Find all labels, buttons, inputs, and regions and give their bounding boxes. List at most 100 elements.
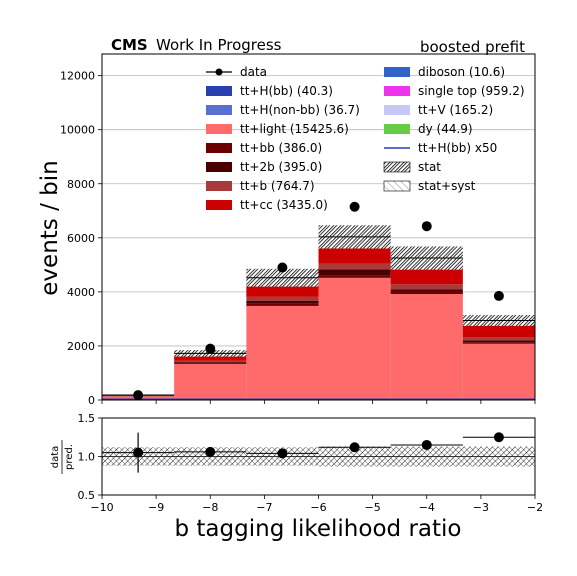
ratio-point <box>349 442 360 453</box>
legend-swatch <box>206 162 232 172</box>
x-tick-label: −9 <box>148 501 164 514</box>
stack-bar <box>462 325 535 338</box>
legend-label: tt+cc (3435.0) <box>240 198 328 212</box>
ratio-point <box>205 446 216 457</box>
legend-label: tt+H(bb) (40.3) <box>240 84 333 98</box>
stack-bar <box>462 342 535 344</box>
x-tick-label: −2 <box>527 501 543 514</box>
legend-swatch <box>384 86 410 96</box>
data-points <box>133 201 504 401</box>
experiment-label: CMS <box>111 36 148 54</box>
data-point <box>133 390 144 401</box>
data-point <box>421 221 432 232</box>
stack-bar <box>462 337 535 341</box>
y-tick-label: 12000 <box>60 70 95 83</box>
ratio-ylabel-bottom: pred. <box>64 444 75 470</box>
stack-bar <box>390 294 463 400</box>
ratio-point <box>133 447 144 458</box>
stack-bar <box>462 340 535 343</box>
stack-bar <box>246 285 319 297</box>
legend-label: tt+2b (395.0) <box>240 160 322 174</box>
legend-label: tt+H(bb) x50 <box>418 141 497 155</box>
ratio-y-ticks: 0.5 1.0 1.5 <box>78 412 102 502</box>
stack-bar <box>174 362 247 364</box>
legend-label: diboson (10.6) <box>418 65 505 79</box>
ratio-points <box>133 432 504 473</box>
stack-bar <box>318 277 391 400</box>
x-tick-label: −8 <box>202 501 218 514</box>
data-point <box>493 290 504 301</box>
stack-bar <box>462 343 535 400</box>
stack-bar <box>174 356 247 361</box>
y-tick-label: 0 <box>88 394 95 407</box>
legend-swatch <box>206 181 232 191</box>
x-tick-label: −4 <box>419 501 435 514</box>
legend: data tt+H(bb) (40.3) tt+H(non-bb) (36.7) tt… <box>206 65 525 212</box>
x-tick-label: −10 <box>90 501 113 514</box>
legend-swatch <box>206 143 232 153</box>
ratio-point <box>421 439 432 450</box>
stack-bar <box>174 360 247 363</box>
legend-label: data <box>240 65 267 79</box>
legend-label: tt+bb (386.0) <box>240 141 322 155</box>
ratio-y-tick-label: 1.5 <box>78 412 96 425</box>
stack-bar <box>246 305 319 400</box>
legend-label: stat+syst <box>418 179 476 193</box>
legend-swatch <box>206 124 232 134</box>
x-tick-label: −3 <box>473 501 489 514</box>
legend-swatch <box>384 124 410 134</box>
legend-label: tt+b (764.7) <box>240 179 315 193</box>
legend-swatch <box>384 105 410 115</box>
data-point <box>349 201 360 212</box>
legend-swatch-hatch <box>383 161 411 173</box>
legend-label: tt+H(non-bb) (36.7) <box>240 103 360 117</box>
legend-swatch <box>384 67 410 77</box>
legend-label: single top (959.2) <box>418 84 525 98</box>
stack-bar <box>174 364 247 400</box>
data-point <box>277 262 288 273</box>
stack-bar <box>318 247 391 264</box>
ratio-ylabel-top: data <box>50 446 61 469</box>
stack-bar <box>174 363 247 365</box>
y-tick-label: 6000 <box>67 232 95 245</box>
y-tick-label: 8000 <box>67 178 95 191</box>
stack-bar <box>390 265 463 285</box>
legend-swatch <box>206 105 232 115</box>
legend-label: tt+light (15425.6) <box>240 122 349 136</box>
stack-bar <box>318 263 391 270</box>
main-y-ticks: 0 2000 4000 6000 8000 10000 12000 <box>60 70 102 407</box>
x-tick-label: −7 <box>256 501 272 514</box>
x-tick-label: −6 <box>310 501 326 514</box>
ratio-band <box>102 436 535 467</box>
x-axis-label: b tagging likelihood ratio <box>175 516 462 542</box>
ratio-y-tick-label: 1.0 <box>78 451 96 464</box>
stack-bar <box>246 300 319 304</box>
legend-label: tt+V (165.2) <box>418 103 493 117</box>
stack-bar <box>390 284 463 290</box>
ratio-point <box>277 448 288 459</box>
stack-bar <box>318 275 391 278</box>
legend-label: stat <box>418 160 441 174</box>
y-tick-label: 4000 <box>67 286 95 299</box>
stack-bar <box>390 289 463 292</box>
ratio-point <box>493 432 504 443</box>
status-label: Work In Progress <box>156 36 282 54</box>
data-point <box>205 343 216 354</box>
x-tick-label: −5 <box>365 501 381 514</box>
legend-swatch <box>206 86 232 96</box>
stack-bar <box>390 291 463 295</box>
stack-bar <box>246 303 319 306</box>
stack-bar <box>318 269 391 276</box>
x-ticks: −10 −9 −8 −7 −6 −5 −4 −3 −2 <box>90 400 543 514</box>
legend-label: dy (44.9) <box>418 122 473 136</box>
y-axis-label: events / bin <box>37 160 63 295</box>
legend-swatch <box>206 200 232 210</box>
legend-swatch-hatch <box>383 180 411 192</box>
region-label: boosted prefit <box>420 38 525 56</box>
y-tick-label: 2000 <box>67 340 95 353</box>
ratio-y-tick-label: 0.5 <box>78 489 96 502</box>
stack-bar <box>246 296 319 301</box>
y-tick-label: 10000 <box>60 124 95 137</box>
legend-data-marker <box>215 68 223 76</box>
